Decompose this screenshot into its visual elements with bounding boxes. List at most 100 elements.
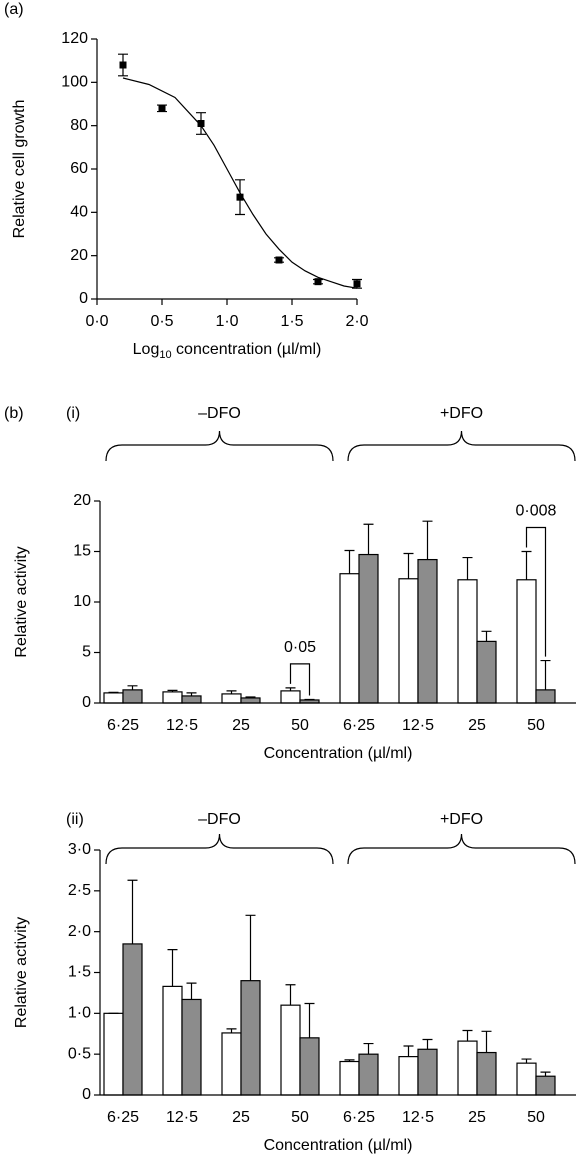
bar <box>516 579 537 704</box>
group-label: +DFO <box>440 811 483 828</box>
bar <box>181 998 202 1096</box>
bar <box>240 697 261 704</box>
x-tick-label: 12·5 <box>166 717 198 734</box>
error-bar <box>344 549 355 574</box>
panel-label: (a) <box>4 1 24 18</box>
y-tick-label: 3·0 <box>68 841 91 858</box>
brace <box>105 833 334 865</box>
y-axis-label: Relative cell growth <box>11 100 28 239</box>
x-tick-label: 12·5 <box>402 1109 434 1126</box>
error-bar <box>422 1038 433 1050</box>
y-tick-label: 1·0 <box>68 1005 91 1022</box>
point <box>158 104 166 112</box>
bar <box>476 640 497 704</box>
error-bar <box>127 879 138 944</box>
error-bar <box>245 914 256 981</box>
error-bar <box>481 630 492 642</box>
point <box>314 278 322 286</box>
group-label: –DFO <box>198 405 241 422</box>
panel-sublabel: (ii) <box>66 811 84 828</box>
bar <box>398 1056 419 1096</box>
bar <box>221 693 242 704</box>
bar <box>103 1012 124 1096</box>
brace <box>347 833 576 865</box>
x-tick-label: 25 <box>468 717 486 734</box>
x-axis-label-part: Log <box>133 341 160 358</box>
bar <box>122 689 143 704</box>
x-tick-label: 50 <box>527 717 545 734</box>
error-bar <box>462 556 473 580</box>
error-bar <box>304 698 315 701</box>
fit-curve <box>122 77 358 289</box>
error-bar <box>363 1042 374 1055</box>
y-tick-label: 10 <box>73 593 91 610</box>
x-tick-label: 50 <box>527 1109 545 1126</box>
bar <box>535 1075 556 1096</box>
x-tick-label: 6·25 <box>343 1109 375 1126</box>
bar <box>398 578 419 704</box>
bar <box>181 695 202 704</box>
bar <box>339 1060 360 1096</box>
bar <box>417 1048 438 1096</box>
bar <box>103 692 124 704</box>
y-tick-label: 20 <box>70 247 88 264</box>
bar <box>358 1053 379 1096</box>
bar <box>162 691 183 704</box>
significance-bracket <box>525 526 547 657</box>
x-tick-label: 12·5 <box>402 717 434 734</box>
y-tick-label: 20 <box>73 492 91 509</box>
group-label: –DFO <box>198 811 241 828</box>
error-bar <box>403 1045 414 1057</box>
bar <box>240 980 261 1096</box>
error-bar <box>540 1071 551 1077</box>
x-tick-label: 0·5 <box>150 313 173 330</box>
error-bar <box>344 1059 355 1062</box>
error-bar <box>462 1029 473 1042</box>
point <box>275 256 283 264</box>
error-bar <box>521 550 532 580</box>
error-bar <box>186 692 197 696</box>
group-label: +DFO <box>440 405 483 422</box>
bar <box>535 689 556 704</box>
x-tick-label: 25 <box>232 1109 250 1126</box>
y-tick-label: 0 <box>82 1086 91 1103</box>
x-tick-label: 6·25 <box>107 1109 139 1126</box>
error-bar <box>186 982 197 1000</box>
y-tick-label: 60 <box>70 160 88 177</box>
error-bar <box>481 1030 492 1053</box>
error-bar <box>127 685 138 690</box>
bar <box>417 558 438 704</box>
y-tick-label: 100 <box>61 74 88 91</box>
error-bar <box>245 696 256 698</box>
y-axis-label: Relative activity <box>13 917 30 1028</box>
x-tick-label: 6·25 <box>343 717 375 734</box>
error-bar <box>540 659 551 690</box>
x-tick-label: 6·25 <box>107 717 139 734</box>
y-tick-label: 0·5 <box>68 1045 91 1062</box>
error-bar <box>285 687 296 691</box>
panel-label: (b) <box>4 405 24 422</box>
error-bar <box>403 552 414 579</box>
bar <box>457 579 478 704</box>
significance-label: 0·05 <box>284 639 316 656</box>
x-tick-label: 1·5 <box>280 313 303 330</box>
panel-sublabel: (i) <box>66 405 80 422</box>
y-tick-label: 0 <box>82 694 91 711</box>
x-axis-label: Concentration (µl/ml) <box>264 1137 413 1154</box>
point <box>236 193 244 201</box>
point <box>119 61 127 69</box>
x-axis-label: Concentration (µl/ml) <box>264 745 413 762</box>
brace <box>105 430 334 462</box>
bar <box>358 553 379 704</box>
bar <box>299 1037 320 1096</box>
error-bar <box>108 691 119 693</box>
error-bar <box>226 1028 237 1033</box>
error-bar <box>167 689 178 692</box>
y-tick-label: 80 <box>70 117 88 134</box>
error-bar <box>226 690 237 694</box>
x-tick-label: 12·5 <box>166 1109 198 1126</box>
x-tick-label: 0·0 <box>85 313 108 330</box>
y-tick-label: 2·5 <box>68 882 91 899</box>
error-bar <box>304 1002 315 1038</box>
